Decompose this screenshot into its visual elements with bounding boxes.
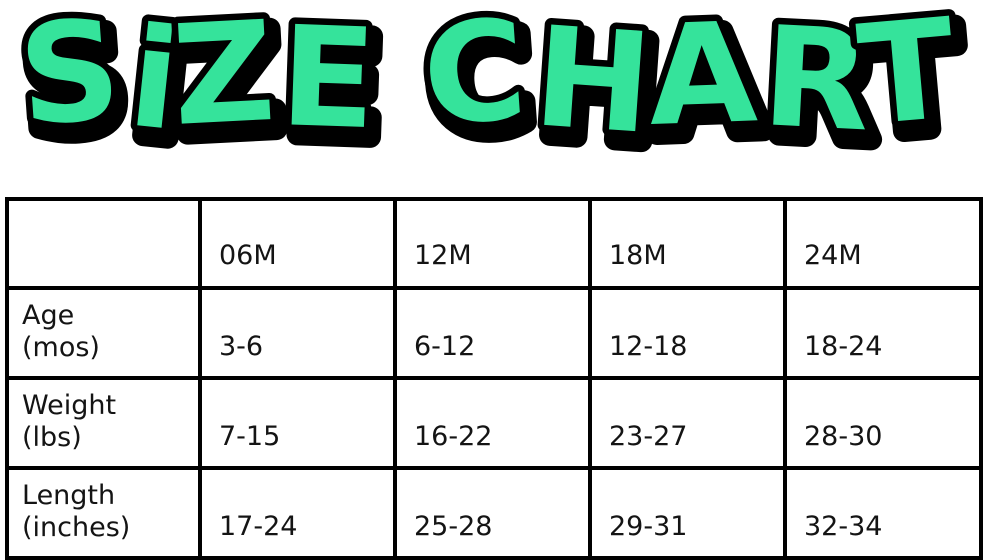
row-label-line: (mos): [22, 332, 100, 363]
cell-age-24m: 18-24: [783, 286, 983, 380]
row-label-line: Length: [22, 479, 116, 511]
row-label-length: Length (inches): [5, 466, 202, 560]
column-header-06m: 06M: [198, 197, 397, 290]
cell-length-12m: 25-28: [393, 466, 592, 560]
cell-weight-18m: 23-27: [588, 376, 787, 470]
corner-cell: [5, 197, 202, 290]
cell-age-12m: 6-12: [393, 286, 592, 380]
cell-age-18m: 12-18: [588, 286, 787, 380]
column-header-24m: 24M: [783, 197, 983, 290]
table-row-weight: Weight (lbs) 7-15 16-22 23-27 28-30: [5, 376, 983, 470]
row-label-age: Age (mos): [5, 286, 202, 380]
row-label-line: (inches): [22, 512, 131, 543]
row-label-line: (lbs): [22, 422, 82, 453]
row-label-weight: Weight (lbs): [5, 376, 202, 470]
table-header-row: 06M 12M 18M 24M: [5, 197, 983, 290]
cell-age-06m: 3-6: [198, 286, 397, 380]
row-label-line: Weight: [22, 389, 117, 421]
title-outline-shadow: SiZE CHART: [20, 0, 969, 175]
cell-length-24m: 32-34: [783, 466, 983, 560]
column-header-18m: 18M: [588, 197, 787, 290]
cell-length-18m: 29-31: [588, 466, 787, 560]
table-row-length: Length (inches) 17-24 25-28 29-31 32-34: [5, 466, 983, 560]
cell-length-06m: 17-24: [198, 466, 397, 560]
table-row-age: Age (mos) 3-6 6-12 12-18 18-24: [5, 286, 983, 380]
cell-weight-12m: 16-22: [393, 376, 592, 470]
column-header-12m: 12M: [393, 197, 592, 290]
page-title: SiZE CHART SiZE CHART: [8, 0, 979, 186]
cell-weight-24m: 28-30: [783, 376, 983, 470]
row-label-line: Age: [22, 299, 75, 331]
size-chart-table: 06M 12M 18M 24M Age (mos) 3-6 6-12 12-18…: [5, 197, 983, 560]
cell-weight-06m: 7-15: [198, 376, 397, 470]
title-text: SiZE CHART: [14, 0, 963, 165]
